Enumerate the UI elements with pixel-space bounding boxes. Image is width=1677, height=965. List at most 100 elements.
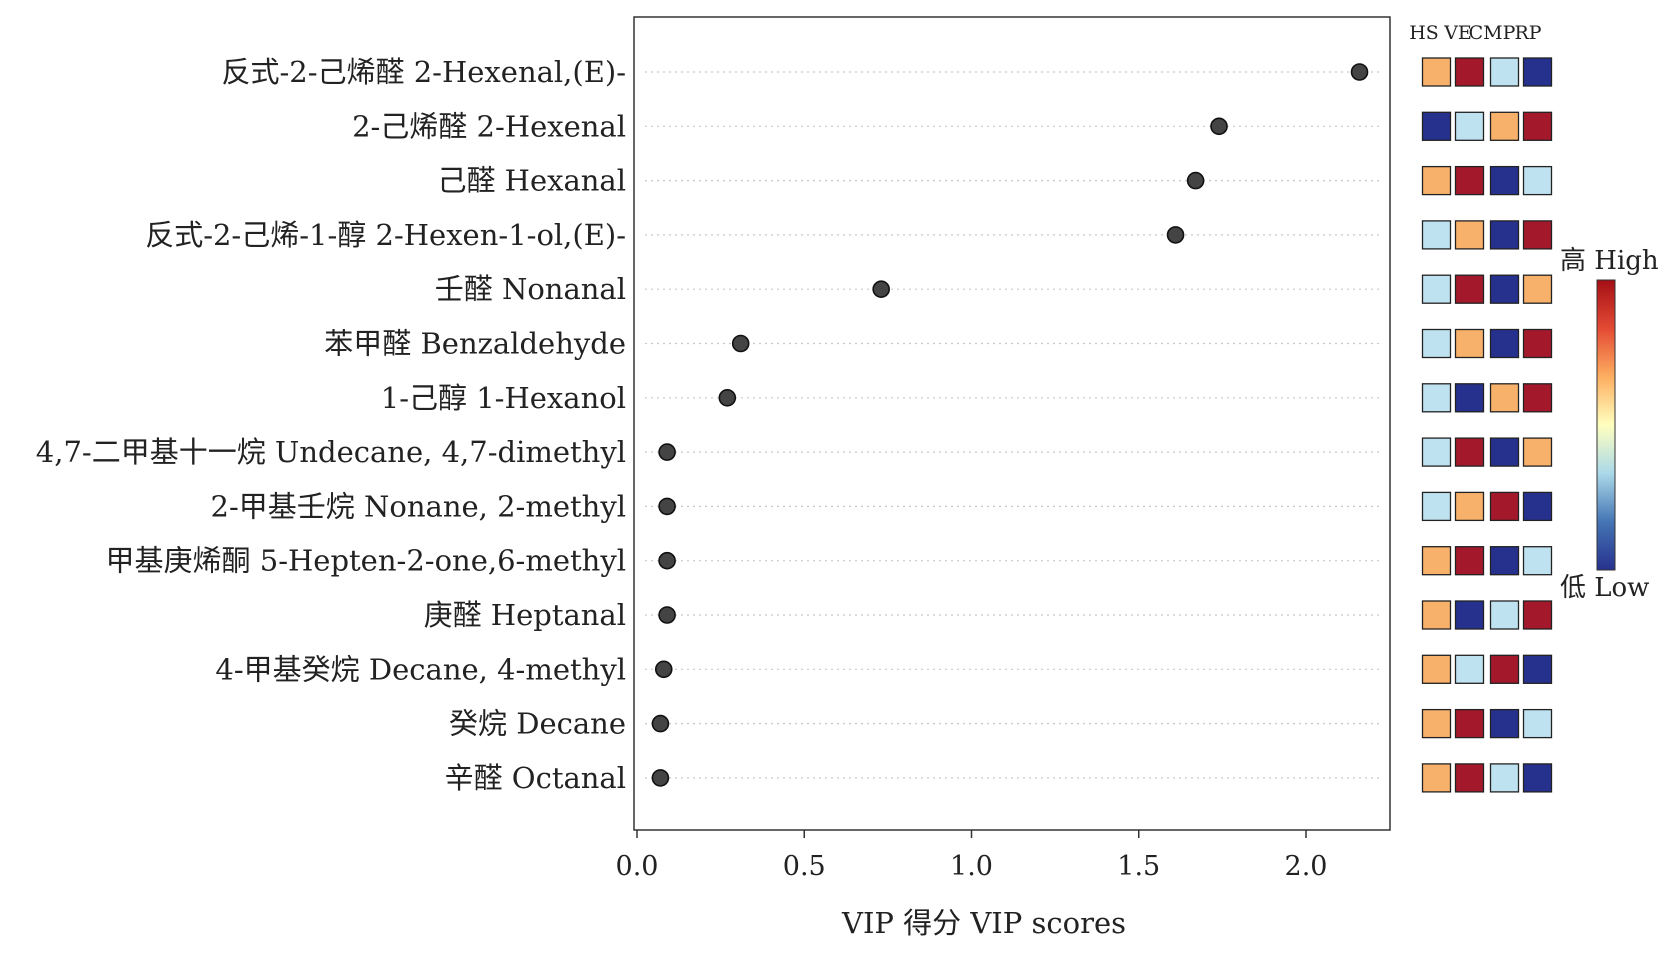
heatmap-cell — [1454, 111, 1485, 141]
category-label: 4-甲基癸烷 Decane, 4-methyl — [215, 652, 626, 686]
category-label: 2-己烯醛 2-Hexenal — [352, 109, 626, 143]
heatmap-cell — [1454, 274, 1485, 304]
heatmap-cell — [1454, 220, 1485, 250]
category-label: 甲基庚烯酮 5-Hepten-2-one,6-methyl — [106, 544, 626, 578]
heatmap-cell — [1454, 546, 1485, 576]
heatmap-cell — [1454, 654, 1485, 684]
data-point — [1350, 63, 1369, 81]
heatmap-cell — [1421, 165, 1452, 196]
heatmap-cell — [1522, 165, 1553, 196]
heatmap-cell — [1522, 274, 1553, 304]
legend-gradient-bar — [1596, 279, 1616, 571]
heatmap-cell — [1454, 600, 1485, 630]
heatmap-cell — [1489, 383, 1520, 413]
category-label: 己醛 Hexanal — [437, 164, 626, 198]
heatmap-cell — [1454, 328, 1485, 359]
heatmap-cell — [1454, 383, 1485, 413]
heatmap-cell — [1489, 763, 1520, 793]
heatmap-cell — [1489, 57, 1520, 87]
heatmap-cell — [1421, 763, 1452, 793]
data-point — [718, 388, 737, 407]
heatmap-cell — [1522, 111, 1553, 141]
heatmap-cell — [1522, 328, 1553, 359]
heatmap-cell — [1489, 328, 1520, 359]
heatmap-cell — [1489, 546, 1520, 576]
heatmap-cell — [1489, 111, 1520, 141]
data-point — [651, 714, 670, 733]
heatmap-cell — [1421, 708, 1452, 739]
data-point — [1210, 117, 1228, 136]
heatmap-cell — [1522, 546, 1553, 576]
heatmap-cell — [1522, 220, 1553, 250]
heatmap-cell — [1421, 437, 1452, 467]
x-axis-label: VIP 得分 VIP scores — [841, 906, 1126, 940]
legend-low-label: 低 Low — [1560, 573, 1649, 603]
heatmap-cell — [1489, 220, 1520, 250]
heatmap-cell — [1421, 600, 1452, 630]
category-labels: 反式-2-己烯醛 2-Hexenal,(E)- 2-己烯醛 2-Hexenal 己醛… — [36, 55, 626, 795]
heatmap-cell — [1421, 111, 1452, 141]
data-point — [654, 660, 673, 679]
x-tick-label: 0.0 — [616, 851, 659, 882]
heatmap-cell — [1489, 708, 1520, 739]
x-tick-label: 0.5 — [783, 851, 826, 882]
heatmap-cell — [1421, 491, 1452, 522]
color-legend: 高 High 低 Low — [1560, 246, 1659, 603]
x-tick-label: 2.0 — [1285, 851, 1328, 882]
heatmap-cell — [1522, 600, 1553, 630]
heatmap-cell — [1421, 328, 1452, 359]
heatmap-cell — [1421, 220, 1452, 250]
heatmap-cell — [1489, 491, 1520, 522]
x-tick-label: 1.5 — [1117, 851, 1160, 882]
category-label: 庚醛 Heptanal — [424, 598, 626, 632]
heatmap-cell — [1454, 57, 1485, 87]
category-label: 1-己醇 1-Hexanol — [381, 381, 626, 415]
heatmap-cell — [1421, 274, 1452, 304]
x-axis-ticks: 0.0 0.5 1.0 1.5 2.0 — [616, 830, 1328, 882]
data-point — [651, 769, 670, 787]
heatmap-cell — [1454, 763, 1485, 793]
heatmap-cell — [1454, 708, 1485, 739]
heatmap-cell — [1421, 57, 1452, 87]
heatmap-cell — [1522, 491, 1553, 522]
heatmap-column-label: HS — [1409, 22, 1439, 44]
heatmap-column-label: VE — [1443, 22, 1472, 44]
legend-high-label: 高 High — [1560, 246, 1659, 276]
heatmap-cell — [1489, 437, 1520, 467]
heatmap-cell — [1454, 437, 1485, 467]
heatmap-column-label: CMP — [1469, 22, 1516, 44]
grid-lines — [645, 71, 1380, 779]
category-label: 癸烷 Decane — [449, 707, 626, 741]
data-point — [872, 280, 890, 299]
data-point — [731, 334, 750, 353]
heatmap-cell — [1489, 165, 1520, 196]
data-points — [651, 63, 1369, 787]
heatmap-cell — [1489, 274, 1520, 304]
heatmap-cell — [1489, 654, 1520, 684]
x-tick-label: 1.0 — [950, 851, 993, 882]
data-point — [1186, 171, 1205, 190]
heatmap-cell — [1489, 600, 1520, 630]
category-label: 辛醛 Octanal — [445, 761, 626, 795]
category-label: 反式-2-己烯-1-醇 2-Hexen-1-ol,(E)- — [145, 218, 626, 252]
category-label: 4,7-二甲基十一烷 Undecane, 4,7-dimethyl — [36, 435, 626, 469]
heatmap-cell — [1454, 491, 1485, 522]
heatmap-cell — [1421, 383, 1452, 413]
heatmap-cell — [1522, 654, 1553, 684]
heatmap-column-label: RP — [1514, 22, 1541, 44]
heatmap-cell — [1522, 383, 1553, 413]
category-label: 苯甲醛 Benzaldehyde — [324, 327, 626, 361]
heatmap-cell — [1522, 57, 1553, 87]
data-point — [658, 443, 676, 461]
data-point — [1166, 226, 1185, 244]
category-label: 2-甲基壬烷 Nonane, 2-methyl — [211, 489, 626, 523]
heatmap-cell — [1421, 546, 1452, 576]
plot-frame — [633, 16, 1391, 831]
heatmap-cell — [1522, 708, 1553, 739]
category-label: 反式-2-己烯醛 2-Hexenal,(E)- — [221, 55, 626, 89]
heatmap-cell — [1522, 763, 1553, 793]
heatmap-cell — [1522, 437, 1553, 467]
heatmap-cell — [1454, 165, 1485, 196]
